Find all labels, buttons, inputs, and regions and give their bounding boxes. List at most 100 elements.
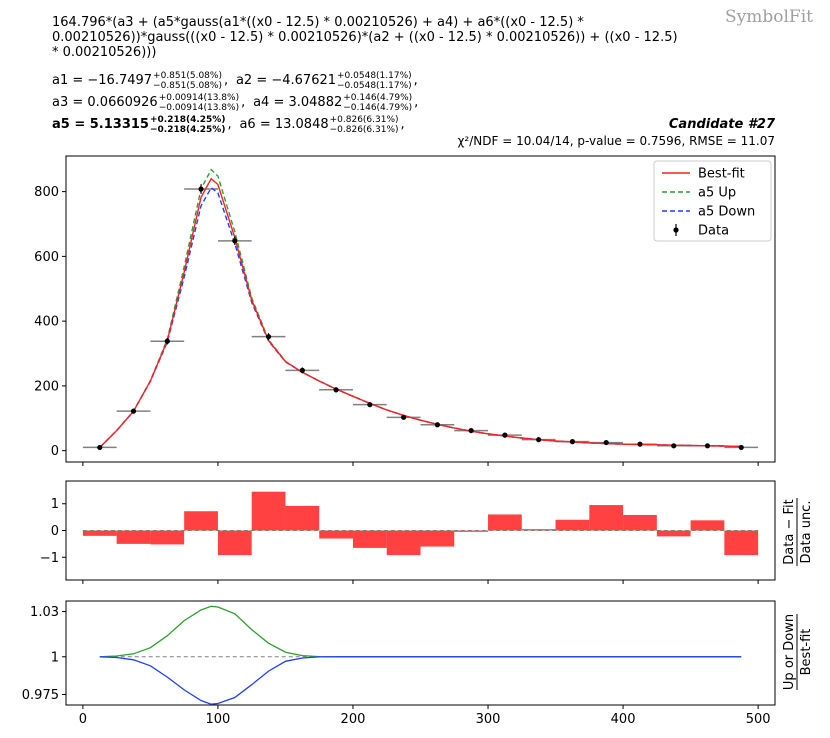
param-a2-upper: +0.0548(1.17%): [337, 71, 412, 81]
data-point: [468, 427, 474, 434]
residual-plot-panel: −1 0 1: [40, 480, 776, 584]
residual-bar: [589, 505, 624, 531]
residual-bar: [386, 530, 421, 556]
residual-bar: [420, 530, 455, 547]
legend-box: [653, 160, 772, 242]
residual-bar: [488, 514, 522, 531]
main-ytick-label: 200: [34, 379, 59, 394]
formula-line-1: 164.796*(a3 + (a5*gauss(a1*((x0 - 12.5) …: [52, 15, 584, 30]
residual-ytick-label: 1: [51, 497, 59, 512]
ratio-ytick-label: 1.03: [30, 605, 59, 620]
x-tick-label: 300: [476, 712, 501, 727]
ratio-ylabel: Up or Down Best-fit: [782, 614, 814, 690]
param-a3-lower: −0.00914(13.8%): [159, 103, 239, 113]
legend-label: Data: [698, 224, 729, 239]
formula-line-3: * 0.00210526))): [52, 45, 156, 60]
residual-ylabel: Data − Fit Data unc.: [782, 498, 814, 566]
param-separator: ,: [227, 117, 231, 132]
residual-bar: [454, 530, 489, 532]
param-a4-upper: +0.146(4.79%): [343, 93, 412, 103]
main-ytick-label: 0: [51, 444, 59, 459]
brand-watermark: SymbolFit: [725, 7, 813, 27]
data-point: [502, 432, 508, 438]
legend-label: a5 Down: [698, 205, 755, 220]
x-tick-label: 400: [611, 712, 636, 727]
data-point: [401, 414, 407, 420]
residual-bar: [352, 530, 387, 548]
param-a1-lower: −0.851(5.08%): [153, 81, 222, 91]
data-point: [569, 439, 576, 445]
residual-bar: [150, 530, 185, 545]
residual-bar: [724, 530, 759, 556]
best-fit-curve: [99, 177, 742, 448]
data-point: [671, 443, 677, 449]
param-a4-value: a4 = 3.04882: [253, 95, 342, 110]
parameter-list: a1 = −16.7497 +0.851(5.08%)−0.851(5.08%),…: [52, 71, 418, 135]
residual-bar: [623, 514, 657, 531]
param-a5-upper: +0.218(4.25%): [150, 115, 225, 125]
data-point: [130, 408, 137, 414]
param-a3-value: a3 = 0.0660926: [52, 95, 158, 110]
data-point: [367, 402, 373, 408]
residual-bar: [116, 530, 151, 544]
ratio-down-curve: [99, 656, 742, 705]
data-point: [738, 444, 744, 451]
param-a6-value: a6 = 13.0848: [239, 117, 328, 132]
data-point: [232, 238, 238, 244]
param-a3-upper: +0.00914(13.8%): [159, 93, 239, 103]
residual-bar: [690, 520, 725, 531]
ratio-ytick-label: 0.975: [22, 688, 59, 703]
residual-bar: [217, 530, 252, 556]
x-tick-label: 0: [79, 712, 87, 727]
data-point: [536, 437, 542, 443]
ratio-plot-panel: 0 100 200 300 400 500 0.975 1 1.03: [22, 600, 776, 727]
residual-ytick-label: −1: [40, 551, 59, 566]
param-a1-upper: +0.851(5.08%): [153, 71, 222, 81]
param-a6-lower: −0.826(6.31%): [330, 125, 399, 135]
residual-bar: [251, 491, 286, 531]
data-point: [97, 444, 103, 451]
residual-bar: [285, 505, 320, 531]
data-point: [704, 443, 711, 449]
main-ytick-label: 400: [34, 315, 59, 330]
data-point: [637, 441, 643, 447]
residual-bar: [656, 530, 691, 537]
residual-ytick-label: 0: [51, 524, 59, 539]
data-point: [434, 422, 440, 428]
main-ytick-label: 800: [34, 185, 59, 200]
legend-swatch-point: [673, 227, 679, 233]
data-point: [299, 367, 305, 373]
a5-up-curve: [99, 168, 742, 448]
residual-bar: [555, 519, 590, 531]
ratio-ylabel-numerator: Up or Down: [782, 614, 797, 690]
ratio-ylabel-denominator: Best-fit: [799, 629, 814, 676]
legend-label: a5 Up: [698, 186, 736, 201]
ratio-frame: [65, 600, 776, 706]
param-separator: ,: [414, 73, 418, 88]
x-tick-label: 500: [746, 712, 771, 727]
param-a6-upper: +0.826(6.31%): [330, 115, 399, 125]
x-tick-label: 100: [206, 712, 231, 727]
a5-down-curve: [99, 186, 742, 448]
main-ytick-label: 600: [34, 250, 59, 265]
data-point: [198, 186, 204, 192]
x-tick-label: 200: [341, 712, 366, 727]
residual-bar: [319, 530, 353, 539]
ratio-ytick-label: 1: [51, 650, 59, 665]
main-frame: [65, 155, 776, 463]
param-a5-lower: −0.218(4.25%): [150, 125, 225, 135]
param-separator: ,: [224, 73, 228, 88]
residual-bar: [82, 530, 117, 536]
residual-bar: [521, 529, 556, 531]
param-a1-value: a1 = −16.7497: [52, 73, 152, 88]
param-separator: ,: [414, 95, 418, 110]
param-a5-value: a5 = 5.13315: [52, 117, 149, 132]
param-a2-value: a2 = −4.67621: [236, 73, 336, 88]
param-separator: ,: [401, 117, 405, 132]
residual-bar: [184, 511, 218, 531]
legend-label: Best-fit: [698, 167, 745, 182]
param-separator: ,: [241, 95, 245, 110]
ratio-up-curve: [99, 605, 742, 658]
candidate-label: Candidate #27: [669, 117, 776, 132]
